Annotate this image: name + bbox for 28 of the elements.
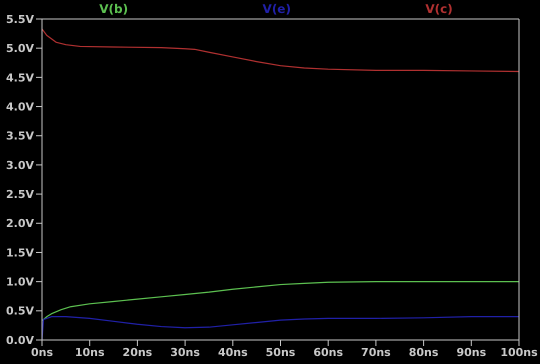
x-tick-label: 60ns	[313, 346, 344, 359]
x-tick-label: 40ns	[218, 346, 248, 359]
x-tick-label: 100ns	[500, 346, 538, 359]
y-tick-label: 2.5V	[6, 188, 34, 201]
y-tick-label: 2.0V	[6, 217, 34, 230]
y-tick-label: 3.0V	[6, 158, 34, 172]
x-tick-label: 90ns	[456, 346, 487, 359]
x-tick-label: 30ns	[170, 346, 200, 359]
x-tick-label: 20ns	[122, 346, 153, 359]
x-tick-label: 80ns	[408, 346, 439, 359]
line-series	[42, 281, 519, 322]
x-tick-label: 70ns	[361, 346, 392, 359]
y-tick-label: 1.0V	[6, 276, 34, 289]
y-tick-label: 4.5V	[6, 71, 34, 84]
y-tick-label: 0.5V	[6, 304, 34, 318]
x-tick-label: 10ns	[74, 346, 105, 359]
y-tick-label: 3.5V	[6, 130, 34, 143]
y-tick-label: 1.5V	[6, 246, 34, 260]
y-tick-label: 4.0V	[6, 100, 34, 114]
y-tick-label: 5.0V	[6, 42, 34, 56]
y-tick-label: 0.0V	[6, 334, 34, 347]
text: V(c)	[425, 2, 453, 16]
text: V(e)	[262, 2, 291, 16]
x-tick-label: 50ns	[266, 346, 296, 359]
line-series	[42, 28, 519, 72]
text: V(b)	[99, 2, 128, 16]
x-tick-label: 0ns	[30, 346, 54, 359]
y-tick-label: 5.5V	[6, 12, 34, 26]
